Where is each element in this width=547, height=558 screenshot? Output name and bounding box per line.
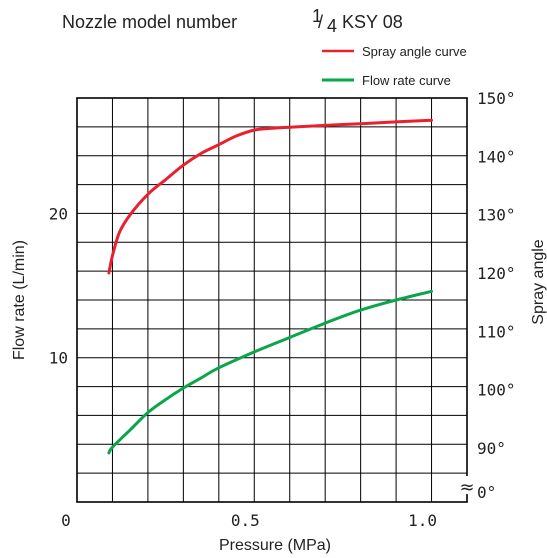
y-left-tick-label: 10 bbox=[49, 349, 68, 368]
model-fraction-denominator: 4 bbox=[327, 16, 337, 36]
y-right-tick-label: 100° bbox=[477, 381, 516, 400]
x-tick-labels: 0 0.5 1.0 bbox=[61, 511, 437, 530]
y-left-axis-title: Flow rate (L/min) bbox=[11, 240, 28, 360]
y-right-tick-label: 0° bbox=[477, 483, 496, 502]
y-right-tick-label: 90° bbox=[477, 439, 506, 458]
series-layer bbox=[107, 118, 433, 455]
y-right-axis-title: Spray angle bbox=[530, 239, 547, 324]
series-line-spray-angle bbox=[107, 118, 433, 275]
y-right-tick-label: 120° bbox=[477, 264, 516, 283]
model-fraction-slash: / bbox=[318, 12, 323, 32]
axis-break-symbol: ≈ bbox=[459, 477, 474, 498]
model-fraction-numerator: 1 bbox=[312, 6, 322, 26]
x-axis-title: Pressure (MPa) bbox=[219, 537, 331, 554]
x-tick-label: 0.5 bbox=[231, 511, 260, 530]
chart-title: Nozzle model number bbox=[62, 12, 237, 32]
axis-break-background bbox=[458, 476, 476, 494]
y-right-tick-label: 130° bbox=[477, 206, 516, 225]
legend-label-spray-angle: Spray angle curve bbox=[362, 44, 467, 59]
y-left-tick-label: 20 bbox=[49, 204, 68, 223]
y-right-tick-label: 150° bbox=[477, 89, 516, 108]
x-tick-label: 0 bbox=[61, 511, 71, 530]
legend: Spray angle curve Flow rate curve bbox=[322, 44, 467, 88]
series-line-flow-rate bbox=[107, 289, 433, 455]
y-right-tick-labels: 0° 90° 100° 110° 120° 130° 140° 150° bbox=[477, 89, 516, 502]
y-right-tick-label: 110° bbox=[477, 322, 516, 341]
legend-label-flow-rate: Flow rate curve bbox=[362, 73, 451, 88]
y-left-tick-labels: 10 20 bbox=[49, 204, 68, 367]
grid bbox=[77, 98, 467, 502]
model-code: KSY 08 bbox=[342, 12, 403, 32]
y-right-tick-label: 140° bbox=[477, 147, 516, 166]
x-tick-label: 1.0 bbox=[408, 511, 437, 530]
plot-frame bbox=[76, 97, 468, 503]
